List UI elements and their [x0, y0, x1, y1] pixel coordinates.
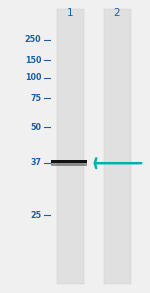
Text: 50: 50: [30, 123, 41, 132]
Text: 75: 75: [30, 94, 41, 103]
Bar: [103, 9, 130, 284]
Bar: [51, 163, 87, 166]
Bar: [51, 160, 87, 163]
Bar: [57, 9, 84, 284]
Text: 37: 37: [30, 158, 41, 167]
Text: 1: 1: [67, 8, 74, 18]
Text: 250: 250: [25, 35, 41, 44]
Text: 100: 100: [25, 73, 41, 82]
Text: 2: 2: [114, 8, 120, 18]
Text: 150: 150: [25, 56, 41, 64]
Text: 25: 25: [30, 211, 41, 220]
